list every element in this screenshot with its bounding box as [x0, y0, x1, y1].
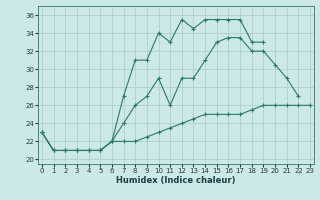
X-axis label: Humidex (Indice chaleur): Humidex (Indice chaleur)	[116, 176, 236, 185]
